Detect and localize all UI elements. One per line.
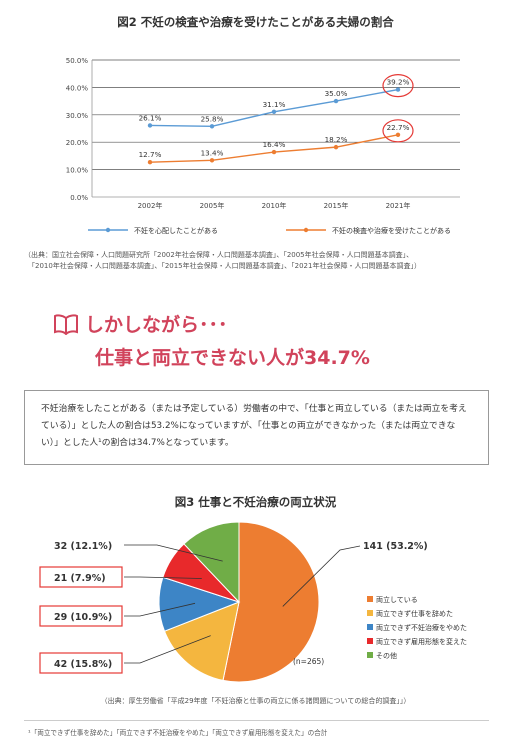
pie-slices (158, 521, 320, 683)
data-point (209, 124, 215, 129)
label-highlight-box (39, 605, 123, 627)
line-chart-data-labels: 26.1% 25.8% 31.1% 35.0% 39.2% 12.7% 13.4% 16.4%… (139, 78, 410, 160)
pie-label: 42 (15.8%) (54, 659, 112, 670)
highlight-circle (382, 73, 414, 98)
legend-label: 両立している (376, 595, 418, 604)
figure2-source-line: 「2010年社会保障・人口問題基本調査」、「2015年社会保障・人口問題基本調査… (28, 262, 421, 270)
y-tick-label: 30.0% (66, 112, 89, 120)
y-tick-label: 0.0% (70, 194, 88, 202)
x-tick-label: 2010年 (262, 201, 287, 210)
legend-swatch (367, 624, 373, 630)
data-point (147, 123, 153, 128)
data-label: 13.4% (201, 148, 224, 157)
legend-marker (105, 227, 111, 233)
legend-label: 両立できず不妊治療をやめた (376, 623, 467, 632)
headline-line1: しかしながら･･･ (85, 314, 228, 336)
data-label: 22.7% (387, 123, 410, 132)
data-label: 18.2% (325, 135, 348, 144)
line-chart-series (147, 87, 401, 165)
highlight-circle (382, 119, 414, 143)
data-point (333, 144, 339, 150)
legend-label: 不妊の検査や治療を受けたことがある (332, 226, 451, 235)
legend-swatch (367, 610, 373, 616)
leader-line (282, 545, 361, 607)
line-chart-legend: 不妊を心配したことがある 不妊の検査や治療を受けたことがある (88, 226, 451, 235)
data-point (271, 149, 277, 155)
legend-marker (303, 227, 309, 233)
y-tick-label: 40.0% (66, 84, 89, 92)
pie-labels: 141 (53.2%) 42 (15.8%) 29 (10.9%) 21 (7.9%)… (39, 541, 428, 674)
data-point (209, 158, 215, 163)
legend-label: 両立できず雇用形態を変えた (376, 637, 467, 646)
data-label: 16.4% (263, 140, 286, 149)
legend-swatch (367, 596, 373, 602)
data-point (333, 98, 339, 104)
pie-leader-lines (124, 544, 361, 664)
data-label: 39.2% (387, 78, 410, 87)
data-label: 25.8% (201, 114, 224, 123)
pie-sample-size: (n=265) (293, 657, 325, 666)
line-chart-x-ticks: 2002年 2005年 2010年 2015年 2021年 (138, 201, 411, 210)
pie-label: 29 (10.9%) (54, 612, 112, 623)
y-tick-label: 50.0% (66, 57, 89, 65)
data-point (271, 109, 277, 114)
x-tick-label: 2002年 (138, 201, 163, 210)
figure2-title: 図2 不妊の検査や治療を受けたことがある夫婦の割合 (117, 15, 394, 29)
footnote: ¹「両立できず仕事を辞めた」「両立できず不妊治療をやめた」「両立できず雇用形態を… (28, 729, 328, 737)
y-tick-label: 10.0% (66, 167, 89, 175)
label-highlight-box (39, 566, 123, 588)
data-point (147, 160, 153, 165)
figure3-title: 図3 仕事と不妊治療の両立状況 (174, 495, 337, 509)
x-tick-label: 2005年 (200, 201, 225, 210)
line-chart-highlight-circles (382, 73, 414, 143)
data-point (395, 132, 401, 138)
pie-label: 141 (53.2%) (363, 541, 428, 552)
legend-swatch (367, 638, 373, 644)
pie-chart: 141 (53.2%) 42 (15.8%) 29 (10.9%) 21 (7.9%)… (39, 521, 467, 683)
footnote-divider (24, 720, 489, 721)
legend-label: 両立できず仕事を辞めた (376, 609, 453, 618)
pie-slice (222, 521, 320, 683)
data-label: 12.7% (139, 150, 162, 159)
x-tick-label: 2015年 (324, 201, 349, 210)
data-label: 35.0% (325, 89, 348, 98)
figure2-source-line: （出典：国立社会保障・人口問題研究所「2002年社会保障・人口問題基本調査」、「… (24, 251, 414, 259)
line-chart-grid (91, 59, 460, 198)
pie-label: 21 (7.9%) (54, 573, 106, 584)
figure2-source: （出典：国立社会保障・人口問題研究所「2002年社会保障・人口問題基本調査」、「… (24, 250, 504, 272)
leader-line (124, 635, 211, 664)
line-chart-y-ticks: 0.0% 10.0% 20.0% 30.0% 40.0% 50.0% (66, 57, 89, 202)
leader-line (124, 602, 196, 617)
pie-slice (163, 601, 240, 681)
x-tick-label: 2021年 (386, 201, 411, 210)
label-highlight-box (39, 652, 123, 674)
data-label: 31.1% (263, 100, 286, 109)
callout-text: 不妊治療をしたことがある（または予定している）労働者の中で、「仕事と両立している… (41, 404, 467, 448)
legend-label: 不妊を心配したことがある (134, 226, 218, 235)
pie-legend: 両立している両立できず仕事を辞めた両立できず不妊治療をやめた両立できず雇用形態を… (367, 595, 467, 660)
callout-box: 不妊治療をしたことがある（または予定している）労働者の中で、「仕事と両立している… (24, 390, 489, 465)
legend-swatch (367, 652, 373, 658)
line-chart: 0.0% 10.0% 20.0% 30.0% 40.0% 50.0% 2002年 2005年… (66, 57, 460, 235)
legend-label: その他 (376, 651, 397, 660)
figure3-source: （出典：厚生労働省「平成29年度「不妊治療と仕事の両立に係る諸問題についての総合… (100, 697, 411, 705)
pie-label: 32 (12.1%) (54, 541, 112, 552)
y-tick-label: 20.0% (66, 139, 89, 147)
pie-slice (183, 521, 240, 604)
leader-line (124, 544, 223, 562)
data-point (395, 87, 401, 92)
open-book-icon (54, 314, 78, 335)
leader-line (124, 576, 202, 579)
headline-line2: 仕事と両立できない人が34.7% (95, 347, 370, 369)
data-label: 26.1% (139, 113, 162, 122)
